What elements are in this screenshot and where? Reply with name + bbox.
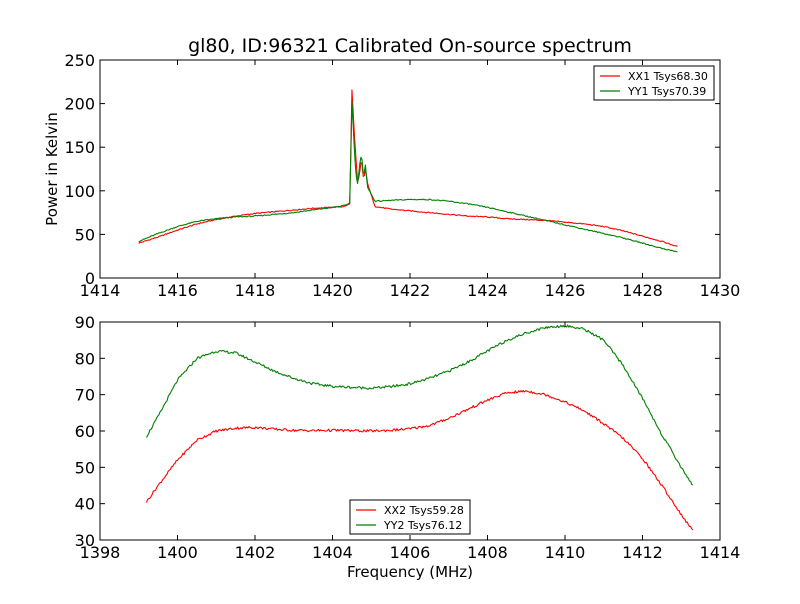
x-tick-label: 1414 (700, 543, 741, 562)
legend: XX1 Tsys68.30 YY1 Tsys70.39 (593, 65, 715, 101)
legend: XX2 Tsys59.28 YY2 Tsys76.12 (349, 499, 471, 535)
x-tick-label: 1430 (700, 281, 741, 300)
y-tick-label: 100 (64, 182, 95, 201)
chart-panel-2: 1398 1400 1402 1404 1406 1408 1410 1412 1414 30 40… (75, 313, 741, 581)
x-tick-label: 1418 (235, 281, 276, 300)
x-tick-label: 1408 (467, 543, 508, 562)
legend-box (593, 65, 715, 101)
x-tick-label: 1402 (235, 543, 276, 562)
x-tick-label: 1426 (545, 281, 586, 300)
y-tick-label: 150 (64, 138, 95, 157)
x-tick-label: 1400 (157, 543, 198, 562)
x-tick-label: 1422 (390, 281, 431, 300)
legend-label-1: XX2 Tsys59.28 (384, 504, 464, 517)
x-tick-label: 1412 (622, 543, 663, 562)
y-tick-label: 250 (64, 51, 95, 70)
legend-label-2: YY2 Tsys76.12 (383, 519, 462, 532)
x-tick-label: 1414 (80, 281, 121, 300)
x-tick-label: 1424 (467, 281, 508, 300)
y-tick-label: 60 (75, 422, 95, 441)
x-tick-label: 1404 (312, 543, 353, 562)
y-tick-label: 80 (75, 349, 95, 368)
x-tick-label: 1428 (622, 281, 663, 300)
series-line-2 (146, 324, 694, 486)
y-tick-label: 70 (75, 386, 95, 405)
y-axis-title: Power in Kelvin (43, 112, 61, 226)
y-tick-label: 200 (64, 95, 95, 114)
y-tick-label: 50 (75, 225, 95, 244)
legend-label-2: YY1 Tsys70.39 (627, 85, 706, 98)
y-tick-label: 40 (75, 495, 95, 514)
y-tick-label: 50 (75, 458, 95, 477)
chart-panel-1: 1414 1416 1418 1420 1422 1424 1426 1428 1430 0 50 1… (43, 51, 740, 300)
charts: 1414 1416 1418 1420 1422 1424 1426 1428 14300501… (43, 51, 740, 581)
x-axis-title: Frequency (MHz) (347, 563, 473, 581)
y-tick-label: 30 (75, 531, 95, 550)
figure-title: gl80, ID:96321 Calibrated On-source spec… (188, 35, 632, 57)
x-tick-label: 1420 (312, 281, 353, 300)
y-tick-label: 0 (85, 269, 95, 288)
x-tick-label: 1410 (545, 543, 586, 562)
legend-label-1: XX1 Tsys68.30 (628, 70, 708, 83)
series-line-2 (138, 100, 678, 253)
series-line-1 (145, 389, 694, 531)
y-tick-label: 90 (75, 313, 95, 332)
legend-box (349, 499, 471, 535)
x-tick-label: 1416 (157, 281, 198, 300)
x-tick-label: 1406 (390, 543, 431, 562)
x-tick-label: 1398 (80, 543, 121, 562)
